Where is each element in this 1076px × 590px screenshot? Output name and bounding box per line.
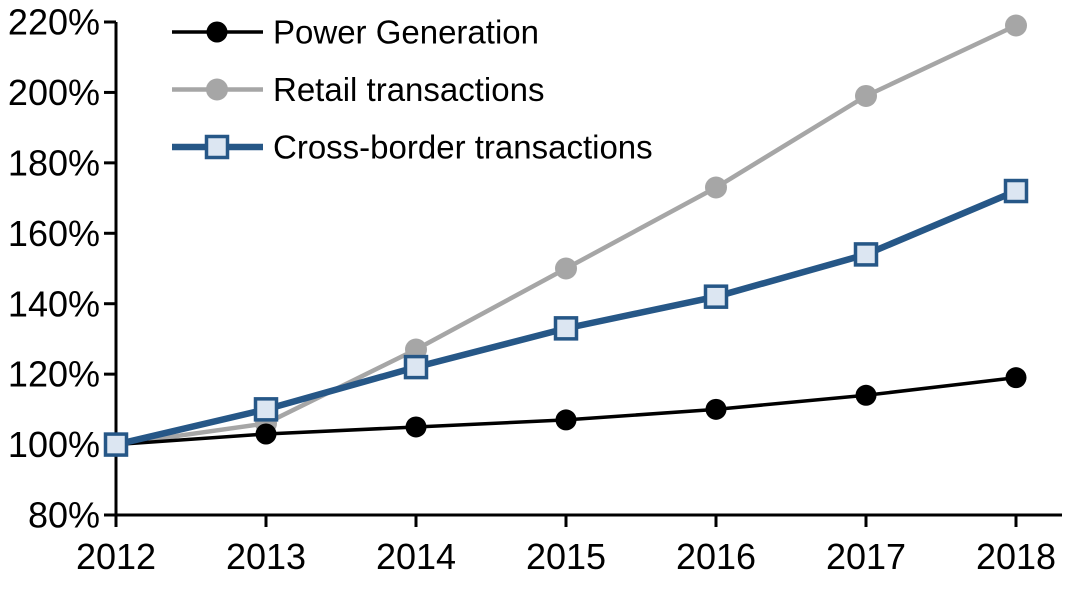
x-tick-label: 2018 — [976, 536, 1056, 577]
data-point-marker-cross-border-transactions — [853, 242, 879, 267]
x-tick-label: 2014 — [376, 536, 456, 577]
x-tick-label: 2012 — [76, 536, 156, 577]
data-point-marker-power-generation — [1005, 367, 1027, 389]
y-tick-label: 160% — [8, 213, 100, 254]
y-tick-label: 220% — [8, 2, 100, 43]
data-point-marker-cross-border-transactions — [103, 432, 129, 457]
data-point-marker-retail-transactions — [1005, 14, 1027, 37]
data-point-marker-power-generation — [405, 416, 427, 438]
legend-label: Power Generation — [273, 14, 539, 51]
data-point-marker-cross-border-transactions — [253, 397, 279, 422]
y-tick-label: 200% — [8, 72, 100, 113]
y-tick-label: 100% — [8, 424, 100, 465]
x-tick-label: 2017 — [826, 536, 906, 577]
data-point-marker-retail-transactions — [555, 257, 577, 280]
data-point-marker-power-generation — [555, 409, 577, 431]
data-point-marker-cross-border-transactions — [403, 354, 429, 380]
y-tick-label: 120% — [8, 354, 100, 395]
legend-label: Cross-border transactions — [273, 129, 653, 166]
y-tick-label: 180% — [8, 142, 100, 183]
legend-square-marker-icon — [204, 134, 230, 160]
legend-label: Retail transactions — [273, 71, 544, 108]
data-point-marker-power-generation — [705, 398, 727, 420]
x-tick-label: 2013 — [226, 536, 306, 577]
y-tick-label: 80% — [28, 495, 100, 536]
data-point-marker-retail-transactions — [855, 84, 877, 107]
data-point-marker-power-generation — [255, 423, 277, 445]
data-point-marker-cross-border-transactions — [553, 316, 579, 341]
data-point-marker-retail-transactions — [705, 176, 727, 199]
legend-circle-marker-icon — [206, 78, 228, 101]
y-tick-label: 140% — [8, 283, 100, 324]
legend-circle-marker-icon — [206, 21, 228, 43]
data-point-marker-cross-border-transactions — [703, 284, 729, 309]
data-point-marker-power-generation — [855, 384, 877, 406]
data-point-marker-cross-border-transactions — [1003, 178, 1029, 204]
x-tick-label: 2015 — [526, 536, 606, 577]
x-tick-label: 2016 — [676, 536, 756, 577]
